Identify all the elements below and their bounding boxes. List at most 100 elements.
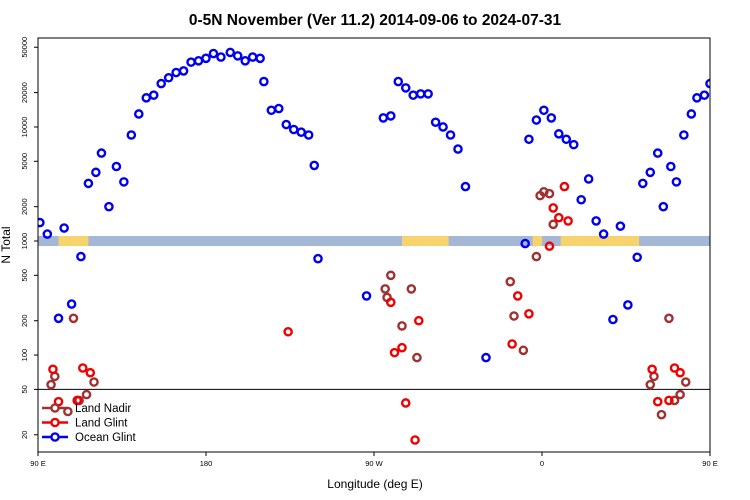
ocean-glint-point — [460, 181, 471, 192]
land-glint-point — [548, 203, 559, 213]
land-glint-point — [400, 398, 411, 408]
land-glint-point — [85, 367, 96, 378]
land-nadir-point — [531, 251, 542, 262]
ocean-glint-point — [247, 52, 258, 62]
ocean-glint-point — [259, 76, 269, 87]
land-glint-point — [413, 315, 424, 326]
ocean-glint-point — [96, 148, 107, 158]
ocean-glint-point — [481, 352, 491, 363]
land-glint-point — [397, 342, 407, 353]
land-mask-segment — [532, 236, 542, 247]
x-tick-label: 0 — [540, 459, 544, 468]
land-glint-point — [554, 212, 564, 223]
ocean-glint-point — [163, 72, 174, 83]
ocean-glint-point — [225, 47, 236, 58]
land-nadir-point — [656, 409, 667, 420]
ocean-glint-point — [296, 127, 307, 137]
land-glint-point — [524, 309, 534, 319]
ocean-glint-point — [531, 115, 542, 125]
ocean-glint-point — [111, 161, 122, 172]
legend-label: Ocean Glint — [75, 432, 137, 444]
ocean-glint-point — [591, 216, 601, 226]
ocean-glint-point — [216, 52, 226, 62]
land-nadir-point — [664, 313, 674, 324]
ocean-glint-point — [83, 178, 94, 189]
ocean-glint-point — [53, 313, 64, 324]
ocean-glint-point — [309, 160, 320, 171]
ocean-glint-point — [679, 130, 689, 140]
y-tick-label: 200 — [20, 314, 29, 327]
legend-label: Land Nadir — [75, 403, 131, 415]
y-tick-label: 20000 — [20, 82, 29, 103]
ocean-glint-point — [408, 90, 419, 100]
ocean-glint-point — [652, 148, 663, 158]
land-nadir-point — [548, 219, 559, 230]
x-tick-label: 90 E — [30, 459, 45, 468]
land-glint-point — [283, 326, 293, 337]
land-glint-point — [563, 216, 573, 226]
land-nadir-point — [518, 345, 529, 356]
ocean-glint-point — [141, 93, 152, 103]
ocean-glint-point — [59, 223, 69, 233]
ocean-glint-point — [415, 89, 426, 99]
ocean-glint-point — [615, 221, 626, 231]
ocean-glint-point — [568, 139, 579, 150]
y-tick-label: 500 — [20, 269, 29, 282]
land-glint-point — [48, 364, 58, 375]
land-nadir-point — [544, 188, 555, 199]
land-glint-point — [78, 363, 88, 373]
ocean-mask-band — [38, 236, 710, 247]
ocean-glint-point — [193, 56, 204, 66]
land-glint-point — [512, 291, 523, 301]
land-glint-point — [652, 396, 663, 407]
ocean-glint-point — [281, 119, 292, 130]
land-mask-segment — [402, 236, 449, 247]
ocean-glint-point — [313, 253, 323, 264]
land-mask-segment — [736, 236, 750, 246]
ocean-glint-point — [104, 201, 114, 212]
land-nadir-point — [412, 352, 422, 363]
ocean-glint-point — [692, 93, 702, 103]
ocean-glint-point — [546, 113, 557, 123]
ocean-glint-point — [638, 178, 648, 189]
land-nadir-point — [509, 311, 519, 321]
y-tick-label: 50 — [20, 385, 29, 393]
ocean-glint-point — [539, 105, 549, 116]
ocean-glint-point — [273, 103, 284, 114]
land-glint-point — [385, 297, 396, 308]
x-axis-label: Longitude (deg E) — [327, 477, 422, 491]
legend-marker — [50, 432, 60, 442]
ocean-glint-point — [576, 194, 587, 205]
ocean-glint-point — [393, 76, 404, 87]
land-nadir-point — [380, 284, 391, 294]
ocean-glint-point — [303, 130, 314, 140]
land-glint-series — [48, 181, 685, 445]
ocean-glint-point — [378, 113, 389, 123]
ocean-glint-point — [186, 57, 196, 67]
y-tick-label: 50000 — [20, 37, 29, 58]
ocean-glint-point — [201, 53, 211, 64]
ocean-glint-point — [361, 291, 372, 301]
ocean-glint-point — [632, 252, 643, 263]
land-nadir-point — [81, 389, 92, 400]
ocean-glint-point — [232, 51, 243, 61]
land-glint-point — [675, 367, 685, 378]
land-glint-point — [544, 241, 555, 252]
ocean-glint-point — [255, 53, 265, 64]
ocean-glint-point — [671, 177, 682, 187]
ocean-glint-point — [524, 134, 534, 145]
ocean-glint-point — [148, 90, 159, 100]
ocean-glint-point — [666, 161, 676, 172]
legend: Land Nadir Land Glint Ocean Glint — [42, 403, 137, 444]
ocean-glint-point — [156, 78, 166, 89]
land-mask-segment — [58, 236, 89, 247]
y-tick-label: 5000 — [20, 153, 29, 170]
land-nadir-point — [669, 395, 680, 406]
ocean-glint-point — [171, 67, 181, 78]
ocean-glint-point — [42, 229, 53, 239]
y-tick-label: 2000 — [20, 198, 29, 215]
ocean-glint-point — [598, 229, 609, 239]
plot-area — [38, 47, 750, 445]
ocean-glint-point — [699, 90, 710, 100]
